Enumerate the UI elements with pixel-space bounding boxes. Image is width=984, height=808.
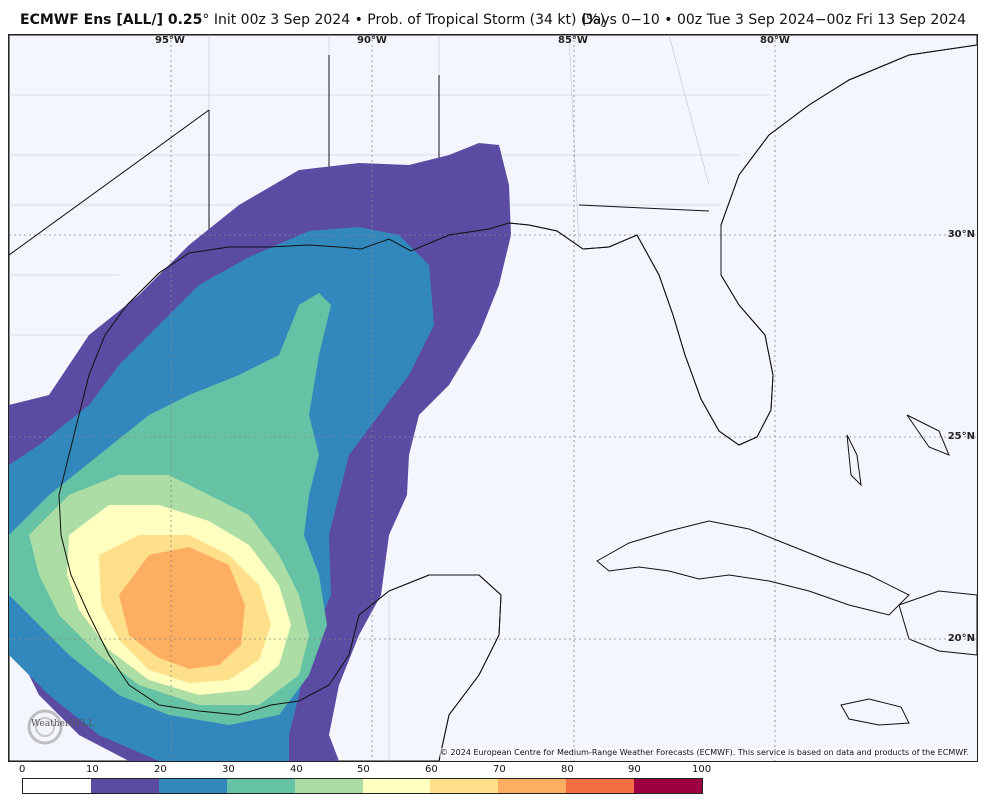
colorbar-tick: 70: [493, 764, 506, 775]
map-title: ECMWF Ens [ALL/] 0.25° Init 00z 3 Sep 20…: [20, 12, 605, 28]
lat-label-25n: 25°N: [947, 431, 975, 442]
bahamas-1: [846, 434, 862, 487]
state-borders: [9, 55, 710, 256]
product-name: Prob. of Tropical Storm (34 kt) (%): [367, 12, 606, 28]
colorbar-tick: 30: [222, 764, 235, 775]
map-panel: 95°W 90°W 85°W 80°W 30°N 25°N 20°N Weath…: [8, 34, 978, 762]
bahamas-2: [906, 414, 950, 456]
degree-symbol: °: [202, 12, 210, 28]
colorbar-tick: 60: [425, 764, 438, 775]
land-layer: [9, 35, 977, 761]
valid-period: Days 0−10 • 00z Tue 3 Sep 2024−00z Fri 1…: [581, 12, 966, 28]
lon-label-95w: 95°W: [155, 35, 185, 46]
logo-swirl-icon: [27, 709, 63, 745]
cuba: [596, 520, 910, 616]
colorbar-swatch-7: [498, 779, 567, 793]
colorbar-swatch-4: [294, 779, 363, 793]
lon-label-80w: 80°W: [760, 35, 790, 46]
colorbar-tick: 20: [154, 764, 167, 775]
colorbar-swatch-1: [90, 779, 159, 793]
colorbar-tick: 80: [561, 764, 574, 775]
colorbar-tick: 50: [357, 764, 370, 775]
map-canvas: [9, 35, 977, 761]
jamaica: [840, 698, 910, 726]
colorbar-tick: 0: [19, 764, 26, 775]
colorbar-tick: 100: [692, 764, 712, 775]
probability-contours: [9, 143, 511, 761]
lat-label-20n: 20°N: [947, 633, 975, 644]
lat-label-30n: 30°N: [947, 229, 975, 240]
colorbar-swatch-8: [566, 779, 635, 793]
colorbar-tick: 90: [628, 764, 641, 775]
colorbar-swatch-6: [430, 779, 499, 793]
colorbar-tick: 10: [86, 764, 99, 775]
colorbar-swatch-2: [158, 779, 227, 793]
colorbar-swatch-0: [23, 779, 91, 793]
weatherbell-logo: WeatherBELL: [15, 705, 105, 745]
colorbar-tick: 40: [290, 764, 303, 775]
init-time: Init 00z 3 Sep 2024: [213, 12, 351, 28]
colorbar-swatch-9: [634, 779, 703, 793]
colorbar-swatch-5: [362, 779, 431, 793]
copyright-notice: © 2024 European Centre for Medium-Range …: [440, 748, 969, 757]
contour-70: [119, 547, 245, 669]
logo-text: WeatherBELL: [31, 719, 95, 729]
title-separator: •: [354, 12, 363, 28]
lon-label-90w: 90°W: [357, 35, 387, 46]
colorbar: [22, 778, 703, 794]
hispaniola: [898, 590, 977, 656]
colorbar-swatch-3: [226, 779, 295, 793]
model-name: ECMWF Ens [ALL/] 0.25: [20, 12, 203, 28]
coastline: [58, 44, 977, 761]
graticule: [9, 35, 977, 761]
lon-label-85w: 85°W: [558, 35, 588, 46]
